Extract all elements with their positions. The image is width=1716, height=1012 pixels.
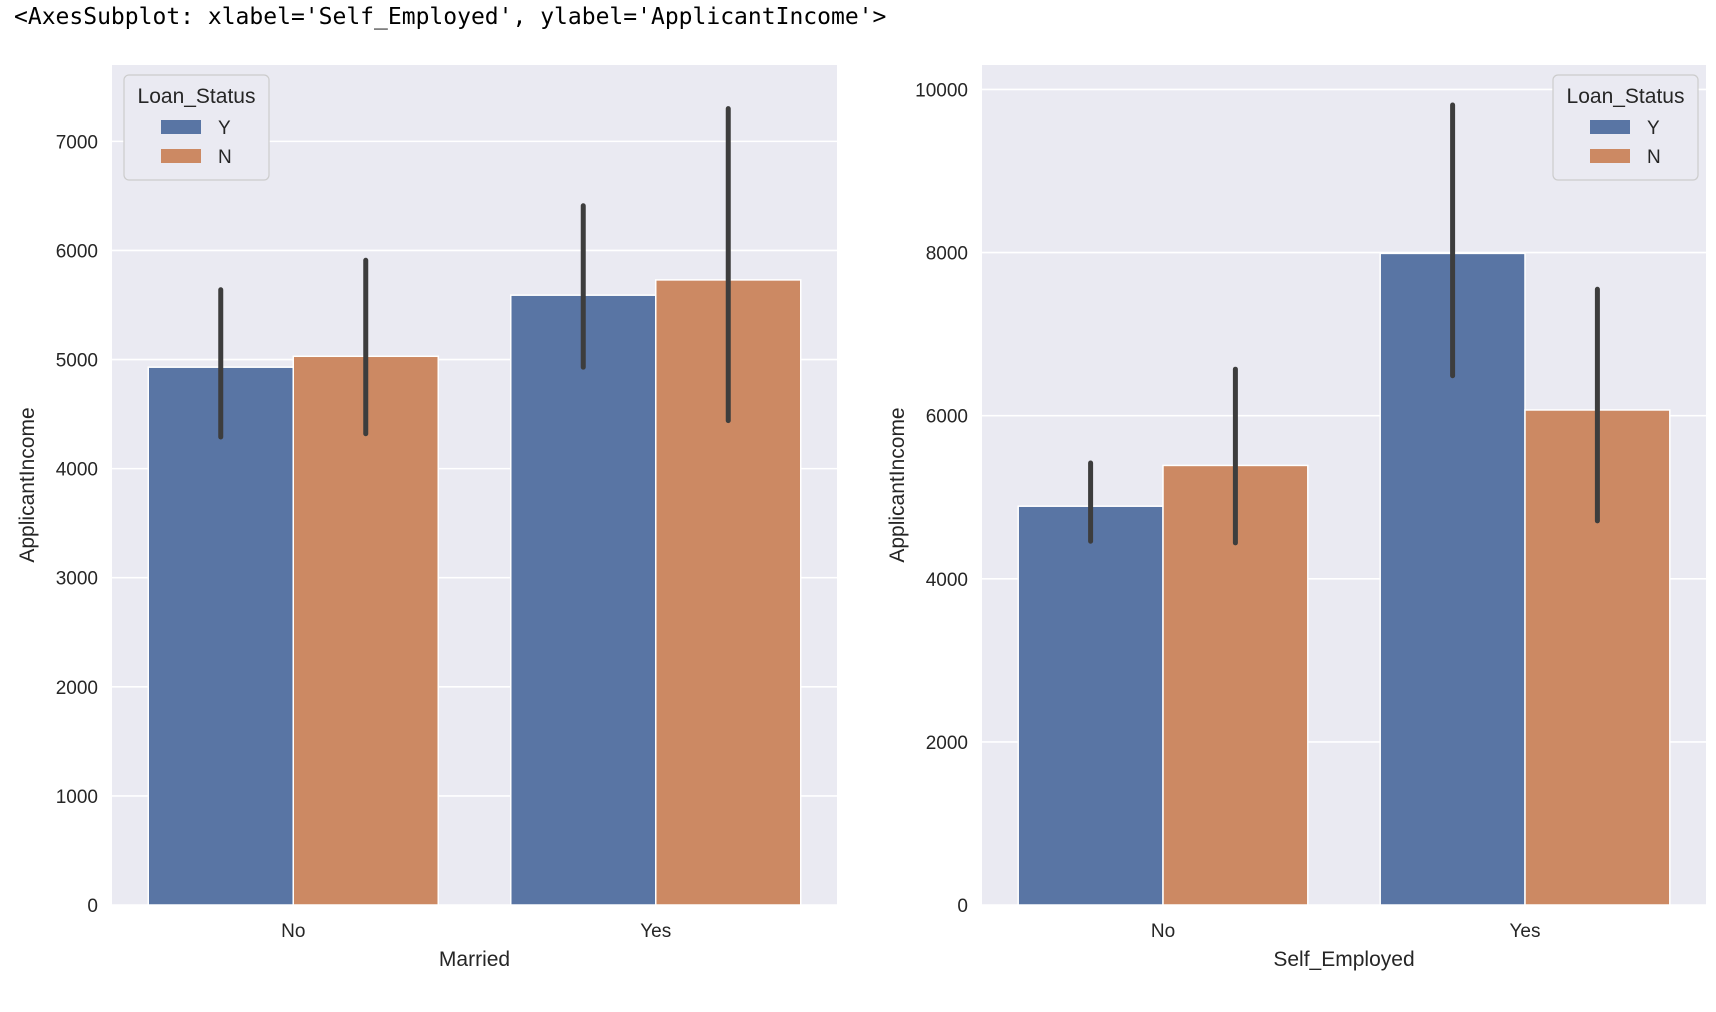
y-tick-label: 4000 — [56, 460, 98, 481]
axes-subplot-output-text: <AxesSubplot: xlabel='Self_Employed', yl… — [14, 4, 887, 30]
legend-label-Y: Y — [218, 118, 231, 139]
legend: Loan_Status YN — [123, 74, 270, 181]
x-tick-label: No — [1151, 921, 1175, 942]
x-tick-label: No — [281, 921, 305, 942]
x-axis-label: Self_Employed — [1273, 948, 1414, 971]
legend-swatch-Y — [1590, 120, 1630, 134]
legend-swatch-Y — [161, 120, 201, 134]
y-tick-label: 6000 — [56, 241, 98, 262]
y-tick-label: 6000 — [926, 407, 968, 428]
legend-label-N: N — [1647, 147, 1661, 168]
bar-Y-Yes — [510, 294, 657, 906]
legend: Loan_Status YN — [1552, 74, 1699, 181]
x-tick-label: Yes — [640, 921, 671, 942]
legend-label-N: N — [218, 147, 232, 168]
chart-panel-2: 0 2000 4000 6000 8000 10000 No Yes Self_Employed… — [886, 65, 1706, 971]
legend-title: Loan_Status — [138, 85, 256, 108]
bar-Y-No — [147, 366, 294, 906]
legend-swatch-N — [161, 149, 201, 163]
y-tick-label: 2000 — [56, 678, 98, 699]
x-tick-label: Yes — [1510, 921, 1541, 942]
y-tick-label: 3000 — [56, 569, 98, 590]
y-tick-label: 5000 — [56, 351, 98, 372]
y-tick-label: 0 — [87, 896, 98, 917]
y-tick-label: 7000 — [56, 132, 98, 153]
bar-N-No — [292, 355, 439, 906]
chart-panel-1: 0 1000 2000 3000 4000 5000 6000 7000 No Yes Marrie… — [16, 65, 837, 971]
x-axis-label: Married — [439, 948, 510, 971]
legend-label-Y: Y — [1647, 118, 1660, 139]
y-tick-label: 8000 — [926, 244, 968, 265]
y-tick-label: 2000 — [926, 733, 968, 754]
bar-Y-No — [1017, 505, 1164, 906]
y-tick-label: 10000 — [915, 80, 968, 101]
y-tick-label: 0 — [957, 896, 968, 917]
y-axis-label: ApplicantIncome — [16, 407, 39, 562]
legend-swatch-N — [1590, 149, 1630, 163]
legend-title: Loan_Status — [1567, 85, 1685, 108]
y-tick-label: 1000 — [56, 787, 98, 808]
y-tick-label: 4000 — [926, 570, 968, 591]
y-axis-label: ApplicantIncome — [886, 407, 909, 562]
